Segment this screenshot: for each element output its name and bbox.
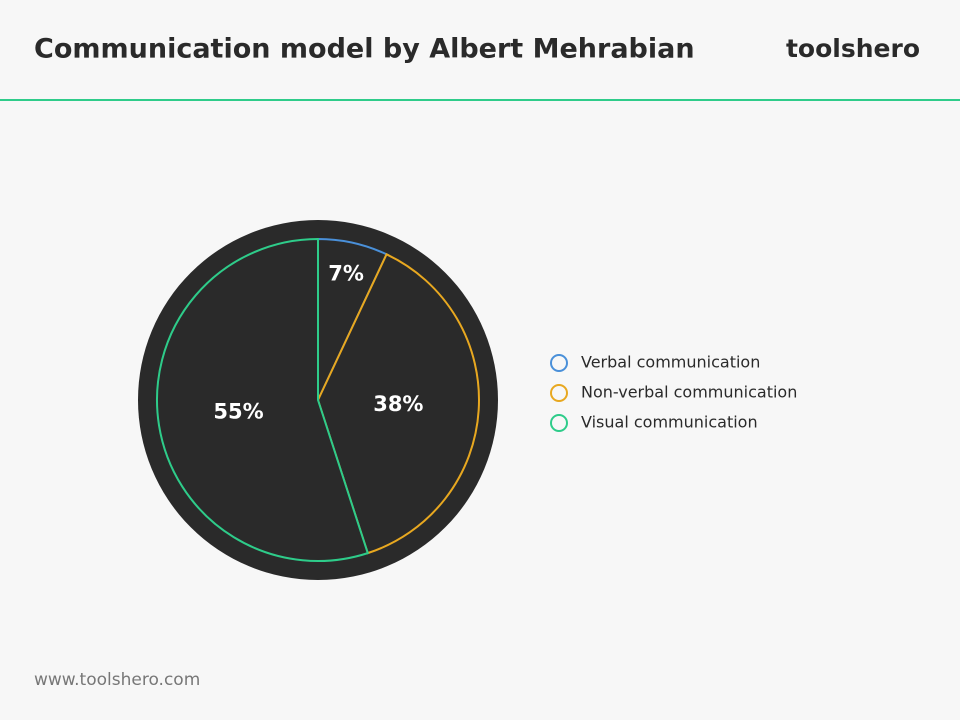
slice-label: 55% <box>213 400 263 424</box>
slice-label: 7% <box>328 261 364 285</box>
legend-label: Non-verbal communication <box>581 383 797 402</box>
brand: toolshero <box>786 34 920 63</box>
legend-label: Verbal communication <box>581 353 760 372</box>
footer-url: www.toolshero.com <box>34 670 200 690</box>
legend-marker <box>550 384 568 402</box>
title: Communication model by Albert Mehrabian <box>34 34 695 65</box>
legend-marker <box>550 414 568 432</box>
pie-slice <box>316 252 480 555</box>
legend-marker <box>550 354 568 372</box>
slice-label: 38% <box>373 392 423 416</box>
pie-slice <box>156 237 370 562</box>
legend-label: Visual communication <box>581 413 758 432</box>
